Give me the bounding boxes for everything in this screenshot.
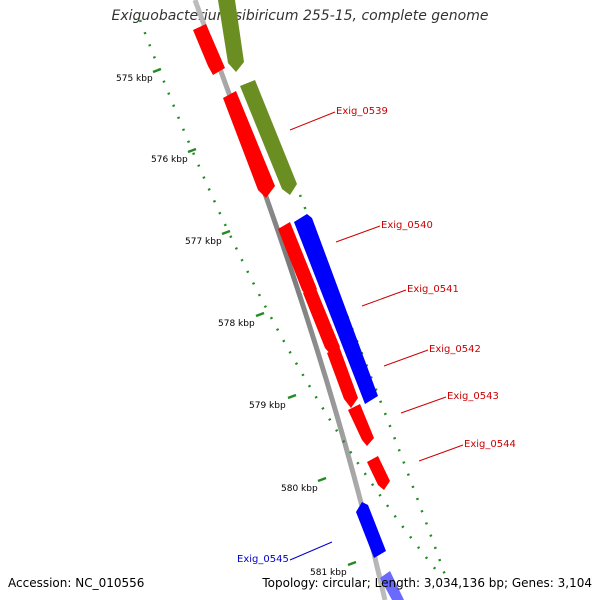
tick-label-575: 575 kbp bbox=[116, 74, 153, 84]
gene-arrow-exig-0543[interactable] bbox=[327, 346, 358, 408]
gene-label-exig-0540[interactable]: Exig_0540 bbox=[381, 220, 433, 231]
major-tick-mark bbox=[221, 229, 231, 236]
genome-summary-text: Topology: circular; Length: 3,034,136 bp… bbox=[262, 576, 592, 590]
tick-label-577: 577 kbp bbox=[185, 237, 222, 247]
major-tick-mark bbox=[152, 67, 162, 74]
gene-arrow-exig-0544[interactable] bbox=[367, 456, 390, 490]
tick-label-580: 580 kbp bbox=[281, 484, 318, 494]
gene-label-exig-0544[interactable]: Exig_0544 bbox=[464, 439, 516, 450]
tick-label-581: 581 kbp bbox=[310, 568, 347, 578]
gene-arrow-exig-0540[interactable] bbox=[294, 214, 378, 404]
accession-text: Accession: NC_010556 bbox=[8, 576, 145, 590]
gene-arrow-exig-0544a[interactable] bbox=[348, 404, 374, 446]
major-tick-mark bbox=[317, 476, 327, 483]
map-title: Exiguobacterium sibiricum 255-15, comple… bbox=[111, 8, 489, 24]
gene-arrow-exig-0545[interactable] bbox=[356, 502, 386, 558]
major-tick-mark bbox=[347, 560, 357, 567]
tick-label-576: 576 kbp bbox=[151, 155, 188, 165]
label-leaders bbox=[289, 111, 464, 561]
gene-arrow-exig-0539[interactable] bbox=[223, 91, 275, 198]
feature-other-1[interactable] bbox=[218, 0, 244, 72]
feature-other-2[interactable] bbox=[240, 80, 297, 195]
gene-arrow-exig-0541[interactable] bbox=[278, 222, 317, 299]
gene-label-exig-0543[interactable]: Exig_0543 bbox=[447, 391, 499, 402]
feature-forward-1[interactable] bbox=[193, 24, 225, 75]
genome-backbone bbox=[192, 0, 388, 600]
gene-label-exig-0545[interactable]: Exig_0545 bbox=[237, 554, 289, 565]
major-tick-mark bbox=[187, 147, 197, 154]
gene-arrow-exig-0542[interactable] bbox=[303, 286, 340, 356]
gene-label-exig-0539[interactable]: Exig_0539 bbox=[336, 106, 388, 117]
major-tick-mark bbox=[287, 393, 297, 400]
feature-reverse-bottom[interactable] bbox=[380, 571, 404, 600]
tick-track bbox=[138, 19, 441, 576]
tick-label-578: 578 kbp bbox=[218, 319, 255, 329]
tick-label-579: 579 kbp bbox=[249, 401, 286, 411]
major-tick-mark bbox=[255, 311, 265, 318]
gene-label-exig-0541[interactable]: Exig_0541 bbox=[407, 284, 459, 295]
gene-label-exig-0542[interactable]: Exig_0542 bbox=[429, 344, 481, 355]
